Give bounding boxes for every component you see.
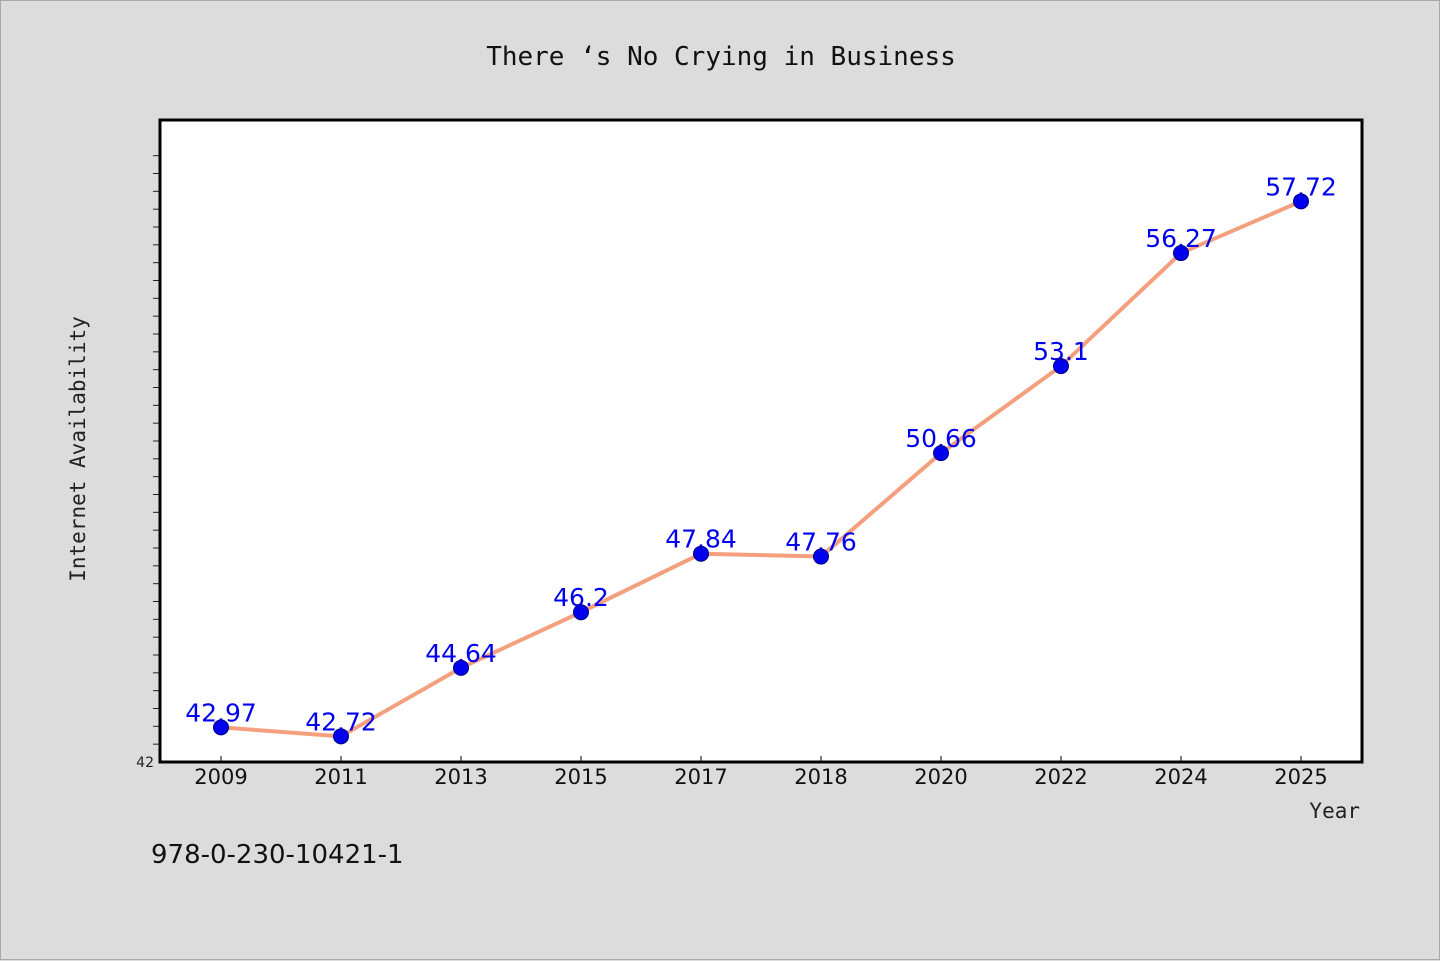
chart-title: There ‘s No Crying in Business (486, 42, 956, 72)
data-point (453, 659, 469, 676)
x-tick-label: 2011 (314, 765, 367, 789)
x-tick-label: 2009 (194, 765, 247, 789)
data-point (693, 545, 709, 562)
y-axis-ticks (153, 155, 159, 745)
isbn-footer: 978-0-230-10421-1 (151, 840, 404, 870)
plot-area (158, 118, 1364, 764)
x-tick-label: 2025 (1274, 765, 1327, 789)
data-point (1293, 193, 1309, 210)
data-point (813, 548, 829, 565)
y-axis-label: Internet Availability (66, 316, 90, 582)
x-axis-ticks: 2009 2011 2013 2015 2017 2018 2020 2022 2024 2025 (194, 756, 1328, 789)
x-axis-label: Year (1309, 799, 1360, 823)
x-tick-label: 2024 (1154, 765, 1207, 789)
data-point (333, 728, 349, 745)
x-tick-label: 2020 (914, 765, 967, 789)
data-point (1053, 358, 1069, 375)
y-axis-min-label: 42 (136, 755, 154, 771)
x-tick-label: 2015 (554, 765, 607, 789)
data-point (933, 445, 949, 462)
data-point (1173, 245, 1189, 262)
data-point (213, 719, 229, 736)
x-tick-label: 2022 (1034, 765, 1087, 789)
x-tick-label: 2013 (434, 765, 487, 789)
series-line (219, 199, 1303, 739)
x-tick-label: 2017 (674, 765, 727, 789)
data-point (573, 604, 589, 621)
x-tick-label: 2018 (794, 765, 847, 789)
